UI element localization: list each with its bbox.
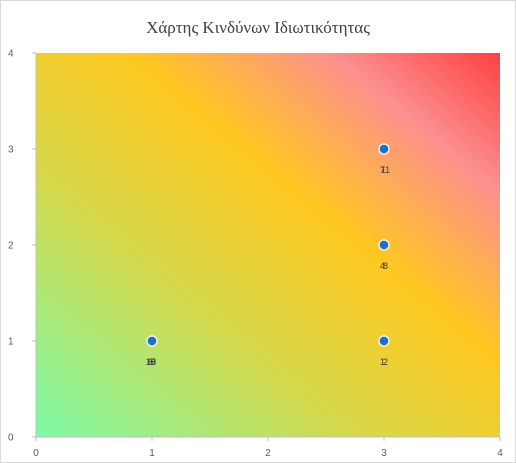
chart-title: Χάρτης Κινδύνων Ιδιωτικότητας <box>146 18 370 37</box>
data-point-label: 5 <box>151 357 156 367</box>
data-point-label: 8 <box>383 261 388 271</box>
data-point-marker <box>378 335 390 347</box>
data-point-label: 9 <box>151 357 156 367</box>
plot-area <box>36 53 500 437</box>
y-tick-label: 3 <box>8 145 14 156</box>
data-point-label: 11 <box>381 165 390 175</box>
data-point-label: 6 <box>148 357 153 367</box>
y-tick-label: 0 <box>8 433 14 444</box>
x-tick-label: 4 <box>497 448 503 459</box>
x-tick-label: 3 <box>381 448 387 459</box>
data-point-marker <box>378 143 390 155</box>
y-tick-label: 1 <box>8 337 14 348</box>
data-point-marker <box>146 335 158 347</box>
x-axis-ticks: 0 1 2 3 4 <box>33 437 503 459</box>
data-point-label: 2 <box>383 357 388 367</box>
data-point-label: 1 <box>380 357 385 367</box>
data-point-label: 10 <box>145 357 155 367</box>
x-tick-label: 0 <box>33 448 39 459</box>
y-tick-label: 4 <box>8 49 14 60</box>
x-tick-label: 2 <box>265 448 271 459</box>
data-point-label: 4 <box>380 261 385 271</box>
y-axis-ticks: 0 1 2 3 4 <box>8 49 36 444</box>
data-point-marker <box>378 239 390 251</box>
data-point-label: 3 <box>148 357 153 367</box>
x-tick-label: 1 <box>149 448 155 459</box>
data-point-label: 7 <box>380 165 385 175</box>
y-tick-label: 2 <box>8 241 14 252</box>
